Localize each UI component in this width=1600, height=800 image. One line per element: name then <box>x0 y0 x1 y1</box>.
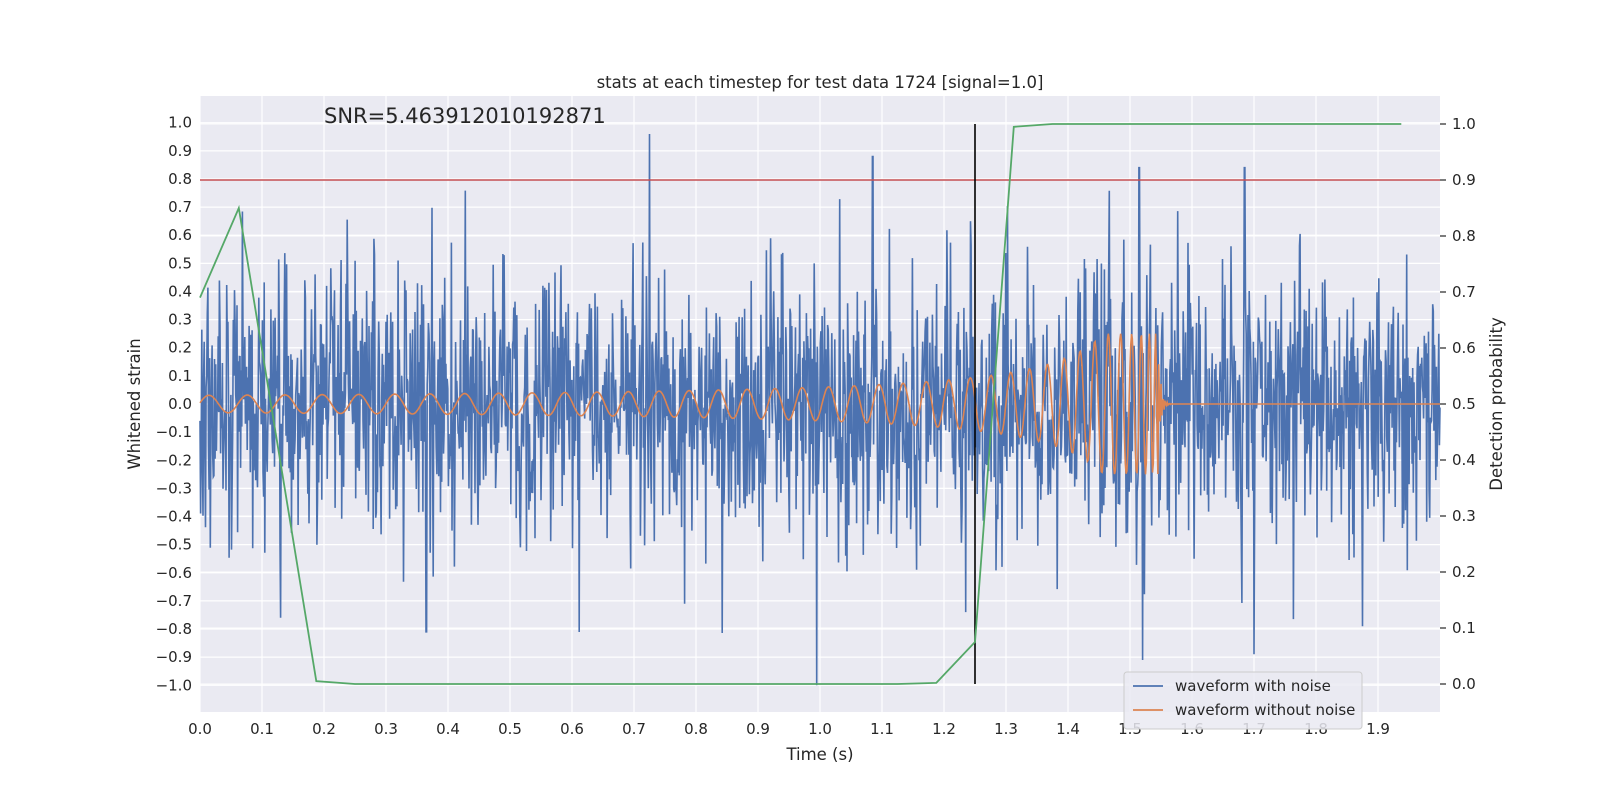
y-tick-label: 0.7 <box>168 198 192 216</box>
x-tick-label: 0.4 <box>436 720 460 738</box>
x-tick-label: 1.3 <box>994 720 1018 738</box>
x-tick-label: 1.4 <box>1056 720 1080 738</box>
x-tick-label: 1.2 <box>932 720 956 738</box>
y-tick-label: 0.4 <box>168 282 192 300</box>
x-axis-label: Time (s) <box>785 745 853 764</box>
y-tick-label: 0.0 <box>168 395 192 413</box>
y2-tick-label: 0.1 <box>1452 619 1476 637</box>
x-tick-label: 0.9 <box>746 720 770 738</box>
x-tick-label: 0.6 <box>560 720 584 738</box>
legend-label-noisy: waveform with noise <box>1175 677 1331 695</box>
y2-tick-label: 0.0 <box>1452 675 1476 693</box>
y-tick-label: −0.8 <box>156 620 192 638</box>
y-tick-label: 0.8 <box>168 170 192 188</box>
snr-annotation: SNR=5.463912010192871 <box>324 104 606 128</box>
x-tick-label: 1.0 <box>808 720 832 738</box>
legend-label-clean: waveform without noise <box>1175 701 1355 719</box>
y-tick-label: −0.1 <box>156 423 192 441</box>
y2-axis-label: Detection probability <box>1487 317 1506 491</box>
y-axis-label: Whitened strain <box>125 338 144 469</box>
y2-tick-label: 0.5 <box>1452 395 1476 413</box>
chart-title: stats at each timestep for test data 172… <box>597 73 1044 92</box>
y-tick-label: 0.5 <box>168 254 192 272</box>
y-tick-label: 0.1 <box>168 367 192 385</box>
y-tick-label: −1.0 <box>156 676 192 694</box>
legend: waveform with noise waveform without noi… <box>1123 671 1363 730</box>
x-tick-label: 0.2 <box>312 720 336 738</box>
y-tick-label: −0.6 <box>156 564 192 582</box>
y-tick-label: 1.0 <box>168 114 192 132</box>
axis-ticks: 0.0 0.1 0.2 0.3 0.4 0.5 0.6 0.7 0.8 0.9 1.0 1.1 1.2 1… <box>156 114 1476 738</box>
y-tick-label: 0.9 <box>168 142 192 160</box>
y-tick-label: −0.3 <box>156 479 192 497</box>
y2-tick-label: 0.2 <box>1452 563 1476 581</box>
y-tick-label: −0.7 <box>156 592 192 610</box>
x-tick-label: 0.8 <box>684 720 708 738</box>
y-tick-label: −0.9 <box>156 648 192 666</box>
y2-tick-label: 1.0 <box>1452 115 1476 133</box>
y-tick-label: 0.6 <box>168 226 192 244</box>
y2-tick-label: 0.8 <box>1452 227 1476 245</box>
waveform-with-noise-line <box>199 133 1441 686</box>
x-tick-label: 0.0 <box>188 720 212 738</box>
series-layer <box>199 123 1441 686</box>
legend-box <box>1123 671 1363 730</box>
detection-probability-line <box>199 123 1402 685</box>
y2-tick-label: 0.6 <box>1452 339 1476 357</box>
x-tick-label: 0.1 <box>250 720 274 738</box>
y-tick-label: 0.2 <box>168 339 192 357</box>
y-tick-label: −0.4 <box>156 508 192 526</box>
x-tick-label: 1.1 <box>870 720 894 738</box>
x-tick-label: 0.5 <box>498 720 522 738</box>
y2-tick-label: 0.4 <box>1452 451 1476 469</box>
y2-tick-label: 0.9 <box>1452 171 1476 189</box>
y2-tick-label: 0.7 <box>1452 283 1476 301</box>
y-tick-label: −0.5 <box>156 536 192 554</box>
x-tick-label: 0.3 <box>374 720 398 738</box>
y2-tick-label: 0.3 <box>1452 507 1476 525</box>
y-tick-label: −0.2 <box>156 451 192 469</box>
x-tick-label: 1.9 <box>1366 720 1390 738</box>
x-tick-label: 0.7 <box>622 720 646 738</box>
y-tick-label: 0.3 <box>168 311 192 329</box>
waveform-without-noise-line <box>199 333 1440 475</box>
